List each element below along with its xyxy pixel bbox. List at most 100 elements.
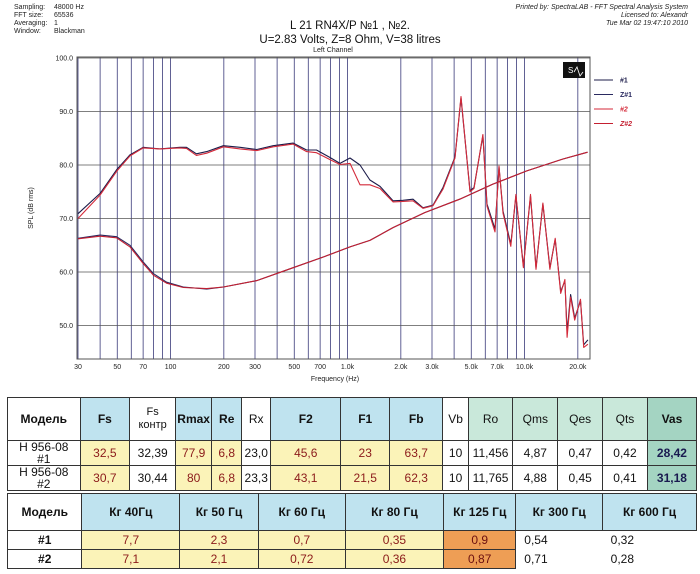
table-cell: 28,42 — [646, 440, 698, 466]
column-header: F2 — [270, 397, 342, 441]
printed-by: Printed by: SpectraLAB - FFT Spectral An… — [515, 4, 688, 11]
fft-size-value: 65536 — [54, 12, 74, 19]
table-cell: 7,1 — [81, 549, 181, 569]
series-line-1 — [77, 97, 589, 346]
table-cell: 0,47 — [557, 440, 604, 466]
table-cell: 62,3 — [389, 465, 444, 491]
y-axis-label: SPL (dB rms) — [28, 187, 35, 229]
x-tick-label: 10.0k — [516, 364, 534, 371]
column-header: Vas — [646, 397, 698, 441]
test-conditions: U=2.83 Volts, Z=8 Ohm, V=38 litres — [259, 34, 441, 46]
table-cell: 63,7 — [389, 440, 444, 466]
plot-frame — [76, 56, 591, 360]
x-tick-label: 3.0k — [425, 364, 439, 371]
chart-grid — [77, 57, 590, 359]
column-header: Кг 80 Гц — [344, 493, 445, 531]
y-tick-label: 50.0 — [59, 323, 73, 330]
chart-options-icon[interactable]: S — [563, 62, 585, 78]
y-tick-label: 60.0 — [59, 270, 73, 277]
chart-series — [77, 95, 589, 348]
sampling-label: Sampling: — [14, 4, 46, 11]
column-header: Vb — [442, 397, 469, 441]
table-row: H 956-08 #1 32,5 32,39 77,9 6,8 23,0 45,6 23 63,… — [7, 440, 698, 466]
column-header: Кг 50 Гц — [179, 493, 259, 531]
column-header: Ro — [467, 397, 514, 441]
table-cell: 4,87 — [512, 440, 559, 466]
x-tick-label: 500 — [288, 364, 300, 371]
table-cell: 0,72 — [257, 549, 346, 569]
column-header: Fb — [389, 397, 444, 441]
averaging-value: 1 — [54, 20, 58, 27]
table-cell: 0,42 — [602, 440, 648, 466]
x-tick-label: 200 — [218, 364, 230, 371]
column-header: Fs — [79, 397, 131, 441]
column-header: Модель — [7, 397, 81, 441]
table-header-row: Модель Кг 40Гц Кг 50 Гц Кг 60 Гц Кг 80 Гц Кг … — [6, 493, 697, 531]
axis-ticks: 100.0 90.0 80.0 70.0 60.0 50.0 30 50 70 100 200 300… — [55, 56, 586, 372]
table-cell: 0,7 — [257, 530, 346, 550]
table-row: #1 7,7 2,3 0,7 0,35 0,9 0,54 0,32 — [6, 530, 697, 550]
x-tick-label: 5.0k — [465, 364, 479, 371]
column-header: Кг 600 Гц — [602, 493, 697, 531]
speaker-model-title: L 21 RN4X/P №1 , №2. — [290, 20, 410, 32]
y-tick-label: 70.0 — [59, 216, 73, 223]
averaging-label: Averaging: — [14, 20, 48, 27]
chart-title: Left Channel — [313, 47, 353, 54]
x-tick-label: 1.0k — [341, 364, 355, 371]
column-header: Rx — [241, 397, 272, 441]
column-header: Qes — [557, 397, 604, 441]
y-tick-label: 80.0 — [59, 163, 73, 170]
column-header: Re — [211, 397, 243, 441]
column-header: Qms — [512, 397, 559, 441]
x-tick-label: 20.0k — [569, 364, 587, 371]
column-header: F1 — [340, 397, 391, 441]
table-cell: 30,44 — [129, 465, 177, 491]
printed-by-block: Printed by: SpectraLAB - FFT Spectral An… — [516, 4, 688, 28]
x-tick-label: 30 — [74, 364, 82, 371]
table-cell: 30,7 — [79, 465, 131, 491]
table-cell: 0,28 — [610, 552, 635, 566]
sampling-value: 48000 Hz — [54, 4, 84, 11]
legend-label: #2 — [620, 107, 628, 114]
table-cell: 7,7 — [81, 530, 181, 550]
table-cell: 0,36 — [344, 549, 445, 569]
column-header: Rmax — [175, 397, 213, 441]
column-header: Кг 60 Гц — [257, 493, 346, 531]
table-cell: H 956-08 #2 — [7, 465, 81, 491]
x-axis-label: Frequency (Hz) — [311, 376, 359, 383]
series-line-z1 — [77, 151, 588, 290]
x-tick-label: 70 — [139, 364, 147, 371]
y-tick-label: 100.0 — [55, 56, 73, 63]
table-cell: #1 — [6, 530, 83, 550]
window-label: Window: — [14, 28, 41, 35]
chart-legend: #1 Z#1 #2 Z#2 — [594, 78, 632, 128]
legend-label: Z#2 — [619, 121, 632, 128]
table-cell: 77,9 — [175, 440, 213, 466]
x-tick-label: 100 — [165, 364, 177, 371]
table-cell: 23,0 — [241, 440, 272, 466]
table-cell: 80 — [175, 465, 213, 491]
distortion-table: Модель Кг 40Гц Кг 50 Гц Кг 60 Гц Кг 80 Гц Кг … — [6, 493, 697, 569]
report-title: L 21 RN4X/P №1 , №2. U=2.83 Volts, Z=8 O… — [200, 19, 500, 47]
print-date: Tue Mar 02 19:47:10 2010 — [606, 20, 688, 27]
thiele-small-table: Модель Fs Fs контр Rmax Re Rx F2 F1 Fb Vb Ro Qms Qes… — [7, 397, 698, 491]
table-cell: 2,1 — [179, 549, 259, 569]
x-tick-label: 300 — [249, 364, 261, 371]
table-cell: 10 — [442, 440, 469, 466]
column-header: Модель — [6, 493, 83, 531]
table-cell: 10 — [442, 465, 469, 491]
x-tick-label: 7.0k — [491, 364, 505, 371]
table-cell: 0,35 — [344, 530, 445, 550]
x-tick-label: 50 — [113, 364, 121, 371]
table-cell: 23,3 — [241, 465, 272, 491]
table-cell: 0,45 — [557, 465, 604, 491]
table-cell: 0,54 — [524, 533, 548, 548]
table-cell: 31,18 — [646, 465, 698, 491]
series-line-z2 — [77, 151, 588, 290]
table-cell: #2 — [6, 549, 83, 569]
table-cell: 0,32 — [610, 533, 635, 548]
table-header-row: Модель Fs Fs контр Rmax Re Rx F2 F1 Fb Vb Ro Qms Qes… — [7, 397, 698, 441]
y-tick-label: 90.0 — [59, 109, 73, 116]
table-cell: 4,88 — [512, 465, 559, 491]
